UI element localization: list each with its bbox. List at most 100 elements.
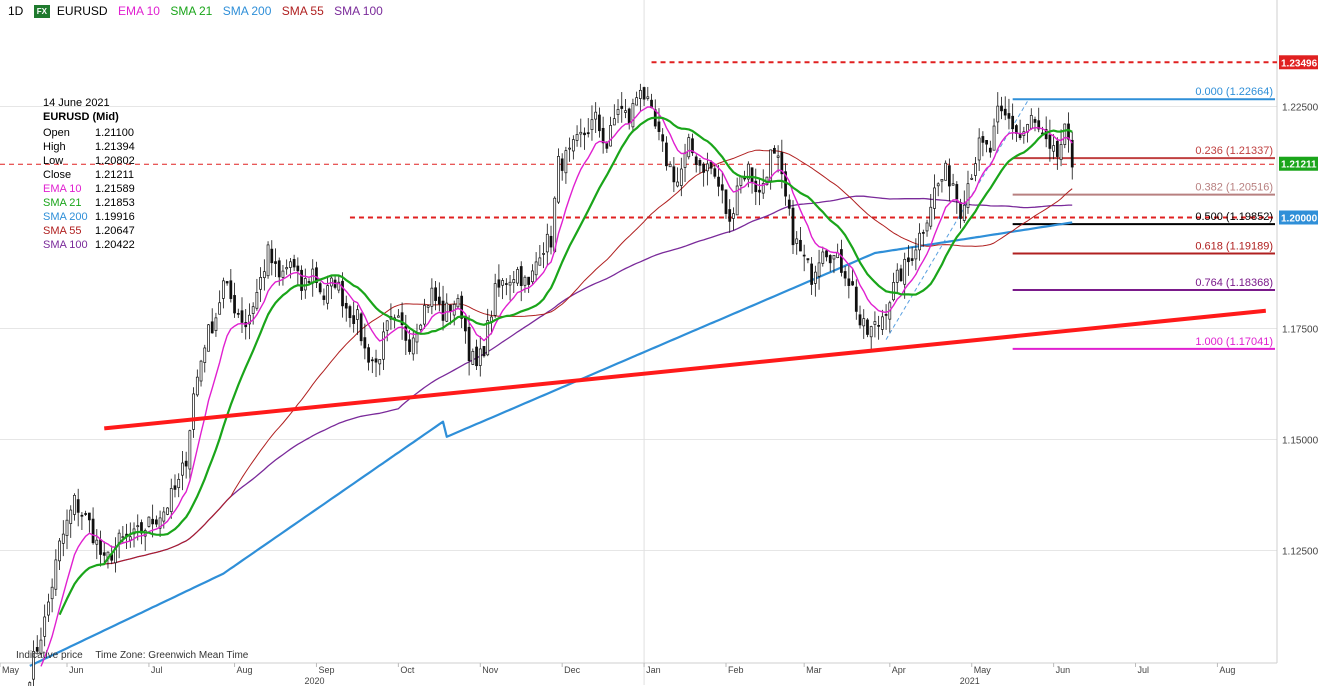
candle-body	[207, 324, 210, 352]
candle-body	[873, 321, 877, 325]
candle-body	[411, 337, 415, 355]
symbol-label[interactable]: EURUSD	[56, 4, 108, 18]
candle-body	[478, 348, 482, 366]
candle-body	[858, 314, 862, 326]
candle-body	[251, 306, 255, 314]
candle-body	[940, 179, 944, 182]
candle-body	[851, 281, 854, 286]
candle-body	[437, 296, 441, 305]
candle-body	[925, 222, 929, 232]
candle-body	[47, 601, 50, 616]
candle-body	[1033, 119, 1037, 123]
x-tick-label: Oct	[400, 665, 415, 675]
candle-body	[810, 263, 813, 285]
candle-body	[620, 105, 624, 109]
candle-body	[523, 276, 527, 286]
candle-body	[694, 156, 698, 165]
candle-body	[423, 305, 426, 325]
candle-body	[534, 261, 538, 276]
indicator-ema10[interactable]: EMA 10	[117, 4, 160, 18]
candle-body	[519, 266, 523, 286]
indicator-sma21[interactable]: SMA 21	[170, 4, 213, 18]
x-tick-label: Jun	[69, 665, 84, 675]
candle-body	[400, 312, 404, 326]
candles-layer	[28, 83, 1074, 686]
candle-body	[441, 300, 445, 321]
candle-body	[746, 163, 750, 180]
candle-body	[1037, 120, 1041, 130]
candle-body	[936, 183, 940, 187]
y-tick-label: 1.22500	[1282, 103, 1318, 114]
fx-badge: FX	[33, 5, 50, 18]
candle-body	[99, 539, 102, 555]
candle-body	[367, 347, 370, 363]
candle-body	[832, 255, 836, 260]
candle-body	[154, 519, 158, 525]
candle-body	[32, 651, 35, 680]
candle-body	[538, 257, 542, 266]
candle-body	[274, 261, 277, 264]
candle-body	[482, 345, 486, 357]
candle-body	[1048, 134, 1052, 149]
candle-body	[348, 306, 352, 319]
candle-body	[545, 233, 549, 253]
ohlc-row-sma55: SMA 55 1.20647	[43, 225, 135, 237]
candle-body	[512, 279, 516, 284]
candle-body	[218, 302, 222, 315]
candle-body	[791, 207, 795, 246]
candle-body	[601, 127, 605, 144]
x-tick-label: Feb	[728, 665, 744, 675]
ohlc-row-low: Low 1.20802	[43, 155, 135, 167]
candle-body	[50, 586, 54, 600]
candle-body	[706, 163, 709, 172]
candle-body	[497, 279, 501, 288]
candle-body	[847, 278, 851, 286]
candle-body	[609, 125, 612, 147]
candle-body	[240, 310, 244, 323]
fib-level-label: 0.236 (1.21337)	[1195, 145, 1273, 157]
candle-body	[813, 271, 817, 284]
candle-body	[974, 163, 977, 176]
candle-body	[54, 559, 58, 590]
candle-body	[631, 103, 635, 128]
candle-body	[758, 189, 761, 193]
price-tag-bg	[1279, 210, 1318, 225]
candle-body	[277, 260, 281, 278]
candle-body	[750, 167, 754, 183]
candle-body	[687, 137, 691, 158]
candle-body	[229, 280, 233, 299]
candle-body	[799, 239, 802, 252]
candle-body	[586, 132, 590, 135]
candle-body	[877, 325, 881, 327]
candle-body	[914, 249, 918, 260]
candle-body	[504, 283, 508, 285]
candle-body	[374, 358, 378, 363]
candle-body	[817, 262, 821, 277]
indicator-sma100[interactable]: SMA 100	[334, 4, 383, 18]
candle-body	[61, 533, 65, 544]
candle-body	[970, 177, 974, 180]
candle-body	[679, 168, 683, 186]
candle-body	[136, 525, 140, 528]
timeframe-label[interactable]: 1D	[8, 4, 24, 18]
candle-body	[300, 269, 303, 291]
candle-body	[147, 516, 151, 527]
candle-body	[419, 324, 423, 330]
candle-body	[1029, 115, 1033, 129]
x-year-label: 2020	[304, 676, 324, 686]
candle-body	[475, 346, 478, 367]
candle-body	[635, 97, 639, 106]
ohlc-row-high: High 1.21394	[43, 141, 135, 153]
indicator-sma200[interactable]: SMA 200	[222, 4, 272, 18]
candle-body	[910, 258, 914, 261]
candle-body	[568, 147, 571, 150]
candle-body	[944, 162, 948, 181]
candle-body	[43, 616, 47, 637]
candle-body	[683, 152, 687, 168]
candle-body	[981, 136, 985, 143]
candle-body	[907, 257, 910, 263]
candle-body	[646, 96, 650, 99]
indicator-sma55[interactable]: SMA 55	[281, 4, 324, 18]
